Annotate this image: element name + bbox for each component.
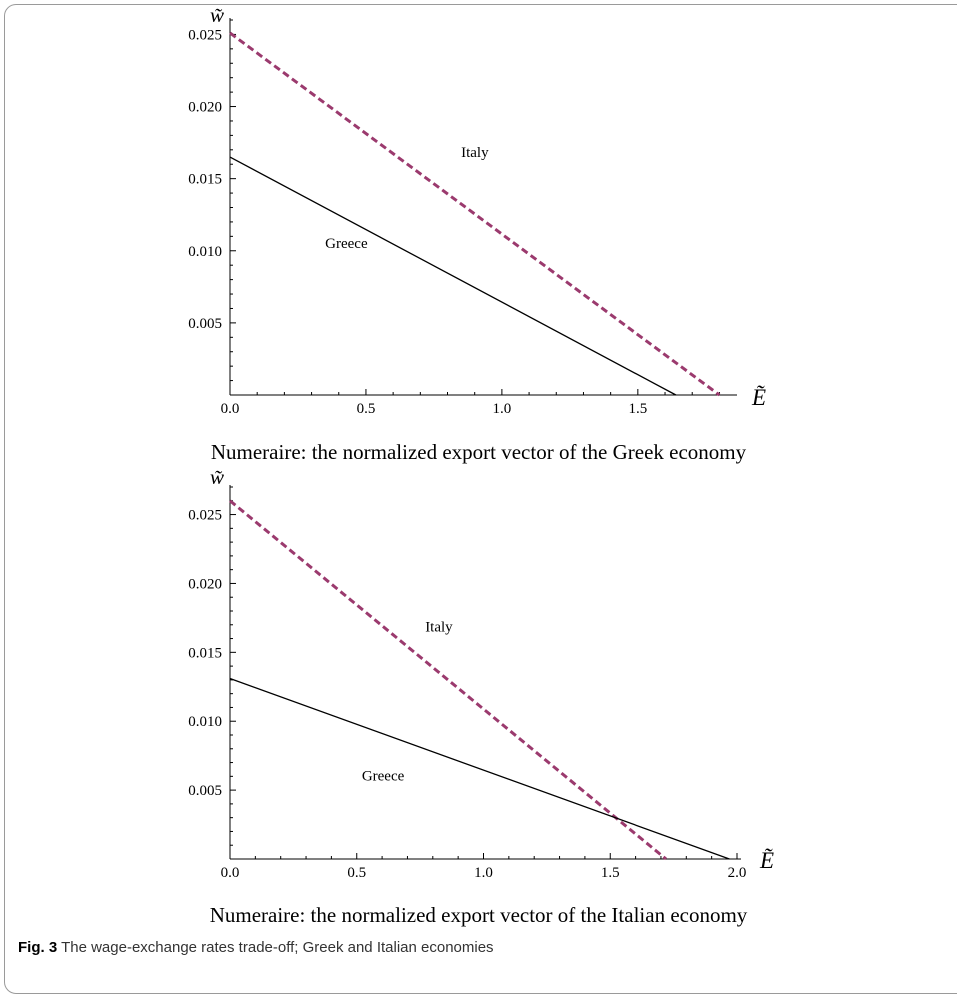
chart-greek-numeraire: 0.005 0.010 0.015 0.020 0.025 0.0 0.5 1.0 1.5 w̃ Ẽ… (188, 3, 766, 417)
y-axis-label: w̃ (210, 465, 224, 489)
figure-caption-text: The wage-exchange rates trade-off; Greek… (61, 939, 494, 956)
y-tick-label: 0.020 (188, 576, 222, 592)
y-tick-label: 0.025 (188, 27, 222, 43)
x-tick-label: 1.0 (493, 401, 512, 417)
x-tick-label: 0.5 (357, 401, 376, 417)
annotation-greece: Greece (362, 768, 405, 784)
x-axis-label: Ẽ (759, 848, 774, 873)
y-tick-label: 0.005 (188, 316, 222, 332)
x-axis-label: Ẽ (751, 385, 766, 410)
y-tick-label: 0.025 (188, 508, 222, 524)
chart-italian-numeraire: 0.005 0.010 0.015 0.020 0.025 0.0 0.5 1.0 1.5 2.0… (188, 465, 774, 881)
x-tick-label: 1.5 (601, 865, 620, 881)
figure-label: Fig. 3 (18, 939, 58, 956)
y-tick-label: 0.020 (188, 100, 222, 116)
x-tick-label: 1.5 (628, 401, 647, 417)
numeraire-label-greek: Numeraire: the normalized export vector … (210, 440, 747, 464)
numeraire-label-italian: Numeraire: the normalized export vector … (209, 903, 748, 927)
x-tick-label: 0.5 (347, 865, 366, 881)
x-tick-label: 2.0 (728, 865, 747, 881)
y-tick-label: 0.015 (188, 172, 222, 188)
x-tick-label: 1.0 (474, 865, 493, 881)
annotation-italy: Italy (425, 620, 453, 636)
y-axis-label: w̃ (210, 3, 224, 27)
series-line-greece (229, 677, 730, 860)
series-line-greece (229, 156, 677, 396)
y-tick-label: 0.005 (188, 783, 222, 799)
figure-caption: Fig. 3 The wage-exchange rates trade-off… (18, 939, 494, 956)
x-tick-label: 0.0 (221, 865, 240, 881)
annotation-italy: Italy (461, 145, 489, 161)
y-tick-label: 0.010 (188, 244, 222, 260)
y-tick-label: 0.015 (188, 645, 222, 661)
annotation-greece: Greece (325, 236, 368, 252)
series-line-italy (229, 499, 667, 861)
y-tick-label: 0.010 (188, 714, 222, 730)
series-line-italy (229, 31, 721, 397)
x-tick-label: 0.0 (221, 401, 240, 417)
